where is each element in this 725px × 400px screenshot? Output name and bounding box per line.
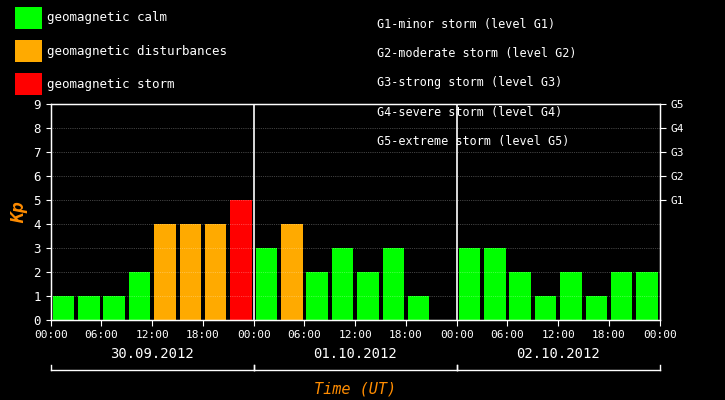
Text: G1-minor storm (level G1): G1-minor storm (level G1) [377,18,555,31]
Bar [281,224,302,320]
Text: geomagnetic calm: geomagnetic calm [47,12,167,24]
Bar [383,248,404,320]
Bar [332,248,353,320]
Text: G5-extreme storm (level G5): G5-extreme storm (level G5) [377,135,569,148]
Text: geomagnetic disturbances: geomagnetic disturbances [47,45,227,58]
Text: 02.10.2012: 02.10.2012 [516,347,600,361]
Bar [256,248,277,320]
Bar [357,272,378,320]
Bar [459,248,480,320]
Bar [586,296,607,320]
Bar [535,296,556,320]
Bar [231,200,252,320]
Text: 01.10.2012: 01.10.2012 [313,347,397,361]
Bar [78,296,99,320]
Bar [104,296,125,320]
Text: G3-strong storm (level G3): G3-strong storm (level G3) [377,76,563,90]
Text: Time (UT): Time (UT) [314,381,397,396]
Bar [560,272,581,320]
Bar [129,272,150,320]
Bar [205,224,226,320]
Bar [307,272,328,320]
Text: G4-severe storm (level G4): G4-severe storm (level G4) [377,106,563,119]
Bar [180,224,201,320]
Bar [510,272,531,320]
Bar [484,248,505,320]
Text: G2-moderate storm (level G2): G2-moderate storm (level G2) [377,47,576,60]
Bar [53,296,74,320]
Text: geomagnetic storm: geomagnetic storm [47,78,175,91]
Text: 30.09.2012: 30.09.2012 [110,347,194,361]
Bar [637,272,658,320]
Bar [154,224,175,320]
Bar [408,296,429,320]
Y-axis label: Kp: Kp [10,201,28,223]
Bar [611,272,632,320]
